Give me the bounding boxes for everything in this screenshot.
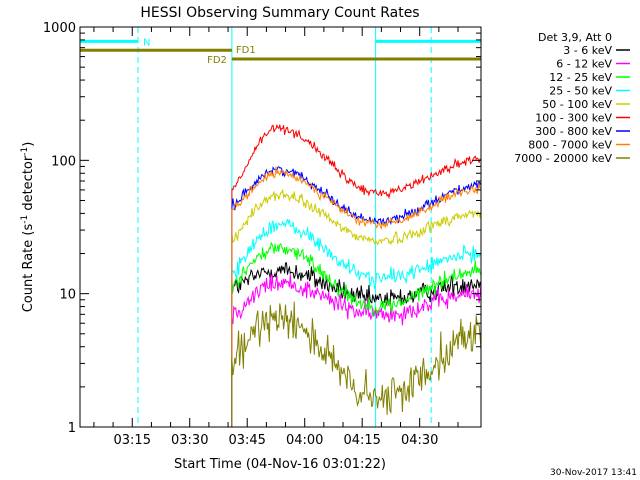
x-tick-label: 04:00 [286, 433, 323, 448]
y-tick-label: 10 [59, 288, 76, 303]
x-tick-label: 03:45 [228, 433, 265, 448]
x-tick-label: 03:30 [171, 433, 208, 448]
series-line-6 [231, 123, 482, 427]
legend-entry-label: 800 - 7000 keV [528, 139, 612, 152]
series-line-4 [231, 218, 482, 427]
x-tick-label: 03:15 [114, 433, 151, 448]
legend-entry-label: 300 - 800 keV [535, 125, 612, 138]
flag-label: N [143, 37, 150, 48]
legend-entry-label: 50 - 100 keV [542, 98, 612, 111]
legend-entry-label: 100 - 300 keV [535, 112, 612, 125]
legend-entry-label: 3 - 6 keV [563, 44, 612, 57]
x-axis: 03:15 03:30 03:45 04:00 04:15 04:30 [93, 27, 459, 448]
flag-label: FD1 [236, 45, 256, 56]
plot-area: N FD1 FD2 [79, 27, 482, 427]
timestamp: 30-Nov-2017 13:41 [550, 468, 637, 478]
x-tick-label: 04:15 [343, 433, 380, 448]
x-axis-label: Start Time (04-Nov-16 03:01:22) [174, 457, 386, 472]
flag-label: FD2 [207, 55, 227, 66]
y-tick-label: 1000 [43, 21, 76, 36]
legend-entry-label: 7000 - 20000 keV [514, 152, 612, 165]
y-axis-label: Count Rate (s-1 detector-1) [20, 142, 36, 313]
legend-entry-label: 25 - 50 keV [549, 85, 612, 98]
series-line-7 [231, 166, 482, 427]
y-axis: 1 10 100 1000 [43, 21, 481, 436]
x-tick-label: 04:30 [401, 433, 438, 448]
series-line-2 [231, 274, 482, 427]
series-line-9 [231, 301, 482, 427]
y-tick-label: 1 [68, 421, 76, 436]
y-tick-label: 100 [51, 154, 76, 169]
series-line-8 [231, 166, 482, 427]
legend-entry-label: 12 - 25 keV [549, 71, 612, 84]
series-line-5 [231, 189, 482, 427]
legend-entry-label: 6 - 12 keV [556, 58, 612, 71]
plot-frame [79, 26, 482, 428]
legend-title: Det 3,9, Att 0 [538, 31, 612, 44]
chart-title: HESSI Observing Summary Count Rates [140, 5, 419, 21]
series-line-3 [231, 241, 482, 427]
